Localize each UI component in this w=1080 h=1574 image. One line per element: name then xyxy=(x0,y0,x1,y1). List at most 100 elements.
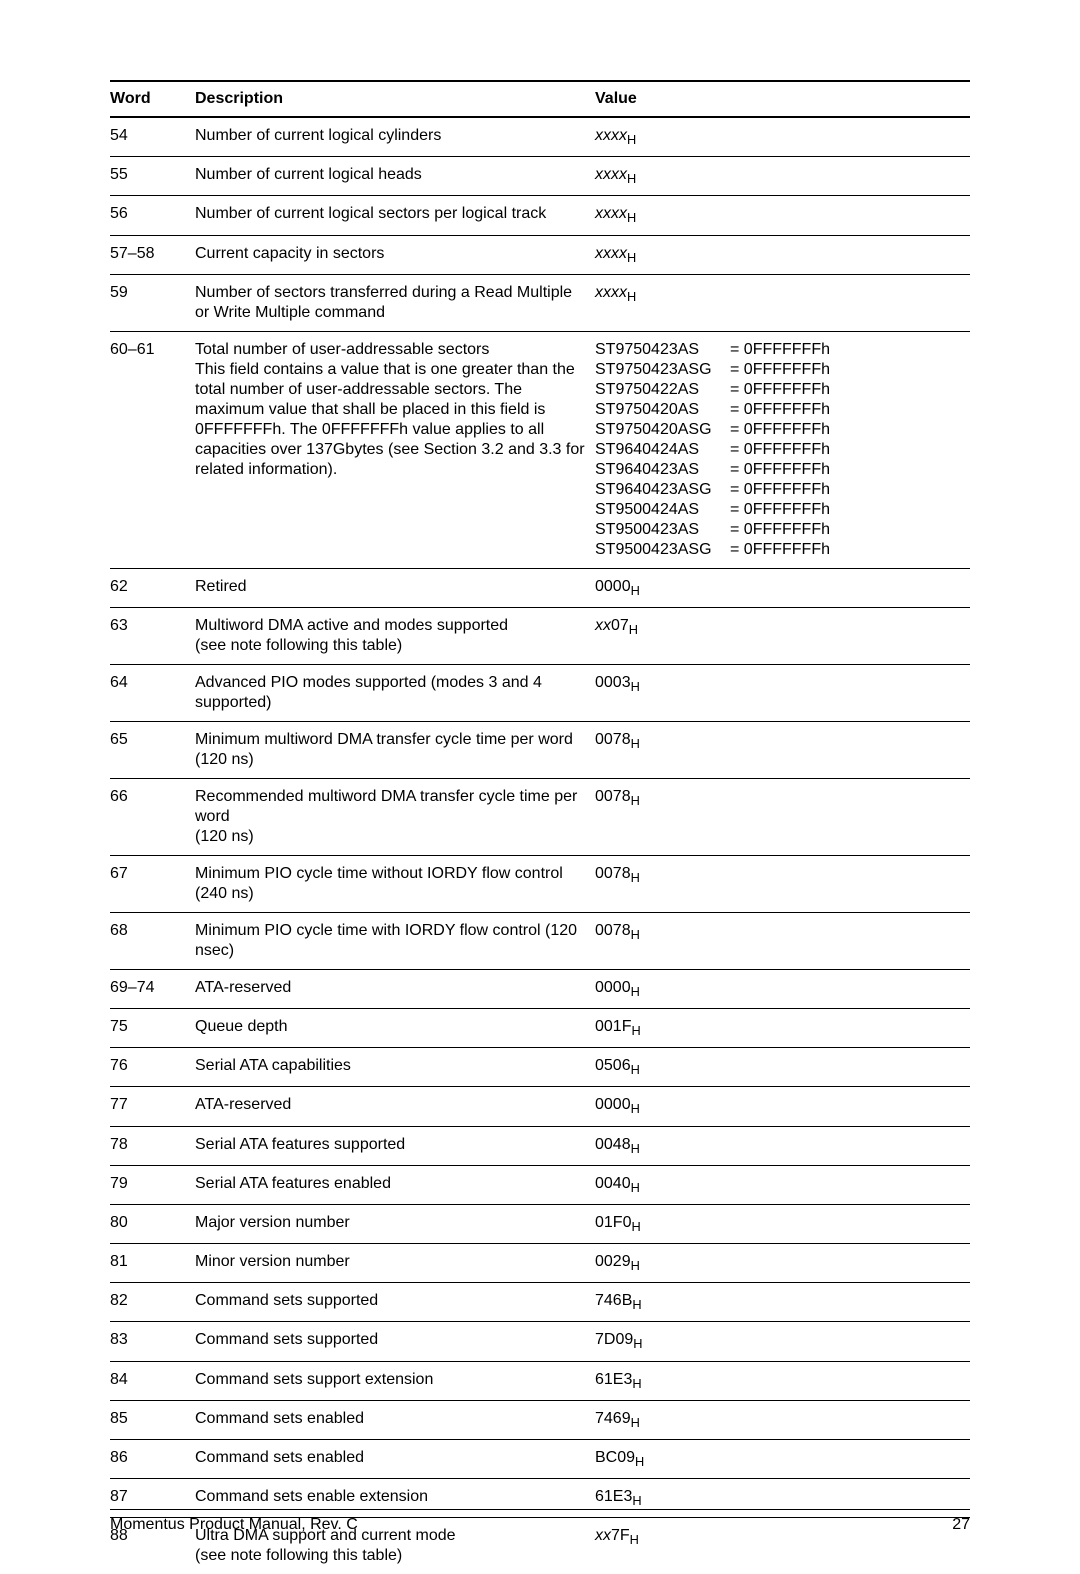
table-row: 59Number of sectors transferred during a… xyxy=(110,274,970,331)
model-value: = 0FFFFFFFh xyxy=(730,440,830,460)
cell-value: 0506H xyxy=(595,1048,970,1087)
cell-value: 0003H xyxy=(595,664,970,721)
cell-word: 60–61 xyxy=(110,331,195,568)
table-row: 77ATA-reserved0000H xyxy=(110,1087,970,1126)
cell-value: 0040H xyxy=(595,1165,970,1204)
cell-value: 7469H xyxy=(595,1400,970,1439)
cell-desc: Advanced PIO modes supported (modes 3 an… xyxy=(195,664,595,721)
cell-desc: Serial ATA features supported xyxy=(195,1126,595,1165)
table-row: 79Serial ATA features enabled0040H xyxy=(110,1165,970,1204)
cell-word: 63 xyxy=(110,607,195,664)
cell-desc: Minor version number xyxy=(195,1244,595,1283)
footer-right: 27 xyxy=(952,1516,970,1534)
cell-desc: Number of sectors transferred during a R… xyxy=(195,274,595,331)
table-row: 55Number of current logical headsxxxxH xyxy=(110,157,970,196)
table-row: 65Minimum multiword DMA transfer cycle t… xyxy=(110,721,970,778)
cell-desc: ATA-reserved xyxy=(195,1087,595,1126)
table-row: 69–74ATA-reserved0000H xyxy=(110,969,970,1008)
cell-word: 85 xyxy=(110,1400,195,1439)
table-row: 56Number of current logical sectors per … xyxy=(110,196,970,235)
model-value: = 0FFFFFFFh xyxy=(730,420,830,440)
cell-value: xxxxH xyxy=(595,196,970,235)
cell-word: 80 xyxy=(110,1204,195,1243)
model-value: = 0FFFFFFFh xyxy=(730,340,830,360)
cell-word: 64 xyxy=(110,664,195,721)
model-value: = 0FFFFFFFh xyxy=(730,360,830,380)
cell-desc: ATA-reserved xyxy=(195,969,595,1008)
cell-word: 56 xyxy=(110,196,195,235)
table-row: 84Command sets support extension61E3H xyxy=(110,1361,970,1400)
cell-word: 86 xyxy=(110,1439,195,1478)
cell-desc: Queue depth xyxy=(195,1009,595,1048)
table-row: 81Minor version number0029H xyxy=(110,1244,970,1283)
cell-word: 78 xyxy=(110,1126,195,1165)
cell-value: xx07H xyxy=(595,607,970,664)
cell-word: 79 xyxy=(110,1165,195,1204)
cell-desc: Serial ATA capabilities xyxy=(195,1048,595,1087)
model-value: = 0FFFFFFFh xyxy=(730,400,830,420)
page: Word Description Value 54Number of curre… xyxy=(0,0,1080,1574)
cell-word: 76 xyxy=(110,1048,195,1087)
table-row: 60–61Total number of user-addressable se… xyxy=(110,331,970,568)
cell-value: 0048H xyxy=(595,1126,970,1165)
cell-word: 62 xyxy=(110,568,195,607)
model-name: ST9500423ASG xyxy=(595,540,730,560)
model-value: = 0FFFFFFFh xyxy=(730,380,830,400)
cell-desc: Number of current logical sectors per lo… xyxy=(195,196,595,235)
cell-desc: Command sets supported xyxy=(195,1322,595,1361)
cell-word: 59 xyxy=(110,274,195,331)
cell-value: 0000H xyxy=(595,1087,970,1126)
model-name: ST9500423AS xyxy=(595,520,730,540)
model-name: ST9750423ASG xyxy=(595,360,730,380)
cell-word: 55 xyxy=(110,157,195,196)
table-row: 83Command sets supported7D09H xyxy=(110,1322,970,1361)
model-value: = 0FFFFFFFh xyxy=(730,480,830,500)
table-row: 62Retired0000H xyxy=(110,568,970,607)
cell-desc: Command sets supported xyxy=(195,1283,595,1322)
cell-value: 61E3H xyxy=(595,1361,970,1400)
model-value: = 0FFFFFFFh xyxy=(730,460,830,480)
model-name: ST9500424AS xyxy=(595,500,730,520)
table-row: 78Serial ATA features supported0048H xyxy=(110,1126,970,1165)
cell-value: xxxxH xyxy=(595,235,970,274)
cell-value: 0078H xyxy=(595,855,970,912)
model-value: = 0FFFFFFFh xyxy=(730,520,830,540)
table-row: 64Advanced PIO modes supported (modes 3 … xyxy=(110,664,970,721)
cell-value: 746BH xyxy=(595,1283,970,1322)
cell-value: 001FH xyxy=(595,1009,970,1048)
cell-desc: Serial ATA features enabled xyxy=(195,1165,595,1204)
cell-word: 66 xyxy=(110,778,195,855)
table-row: 67Minimum PIO cycle time without IORDY f… xyxy=(110,855,970,912)
table-row: 86Command sets enabledBC09H xyxy=(110,1439,970,1478)
model-name: ST9750420ASG xyxy=(595,420,730,440)
cell-value: xxxxH xyxy=(595,117,970,157)
model-value: = 0FFFFFFFh xyxy=(730,500,830,520)
model-name: ST9640423AS xyxy=(595,460,730,480)
table-row: 80Major version number01F0H xyxy=(110,1204,970,1243)
cell-word: 67 xyxy=(110,855,195,912)
cell-desc: Number of current logical cylinders xyxy=(195,117,595,157)
header-desc: Description xyxy=(195,81,595,117)
cell-value: 0078H xyxy=(595,721,970,778)
cell-value: 7D09H xyxy=(595,1322,970,1361)
cell-word: 82 xyxy=(110,1283,195,1322)
cell-value: xxxxH xyxy=(595,274,970,331)
model-name: ST9750422AS xyxy=(595,380,730,400)
cell-word: 81 xyxy=(110,1244,195,1283)
cell-desc: Command sets enabled xyxy=(195,1400,595,1439)
cell-value: 0078H xyxy=(595,912,970,969)
model-name: ST9640423ASG xyxy=(595,480,730,500)
cell-value: 01F0H xyxy=(595,1204,970,1243)
cell-desc: Number of current logical heads xyxy=(195,157,595,196)
table-row: 66Recommended multiword DMA transfer cyc… xyxy=(110,778,970,855)
cell-value: BC09H xyxy=(595,1439,970,1478)
table-row: 76Serial ATA capabilities0506H xyxy=(110,1048,970,1087)
table-row: 85Command sets enabled7469H xyxy=(110,1400,970,1439)
model-value: = 0FFFFFFFh xyxy=(730,540,830,560)
cell-value: ST9750423AS= 0FFFFFFFhST9750423ASG= 0FFF… xyxy=(595,331,970,568)
table-row: 57–58Current capacity in sectorsxxxxH xyxy=(110,235,970,274)
cell-word: 84 xyxy=(110,1361,195,1400)
header-value: Value xyxy=(595,81,970,117)
table-row: 68Minimum PIO cycle time with IORDY flow… xyxy=(110,912,970,969)
cell-word: 68 xyxy=(110,912,195,969)
